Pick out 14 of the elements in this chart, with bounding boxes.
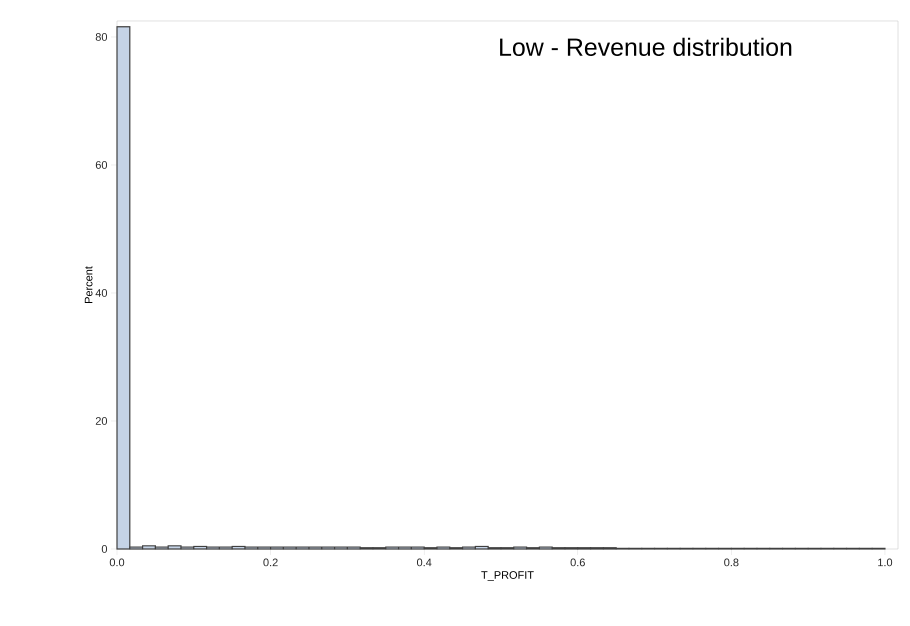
x-axis-title: T_PROFIT <box>481 571 534 581</box>
x-tick-label: 0.0 <box>110 558 124 566</box>
x-tick-label: 0.8 <box>724 558 738 566</box>
y-tick-label: 0 <box>102 545 108 553</box>
y-tick-label: 40 <box>96 289 108 297</box>
y-tick-label: 80 <box>96 33 108 41</box>
y-axis-title: Percent <box>84 266 92 303</box>
text: Low - Revenue distribution <box>500 38 792 56</box>
x-tick-label: 0.6 <box>570 558 585 566</box>
x-tick-label: 0.2 <box>263 558 278 566</box>
x-tick-label: 0.4 <box>416 558 432 566</box>
y-tick-label: 60 <box>96 161 108 169</box>
x-tick-label: 1.0 <box>878 558 892 566</box>
y-tick-label: 20 <box>96 417 108 425</box>
